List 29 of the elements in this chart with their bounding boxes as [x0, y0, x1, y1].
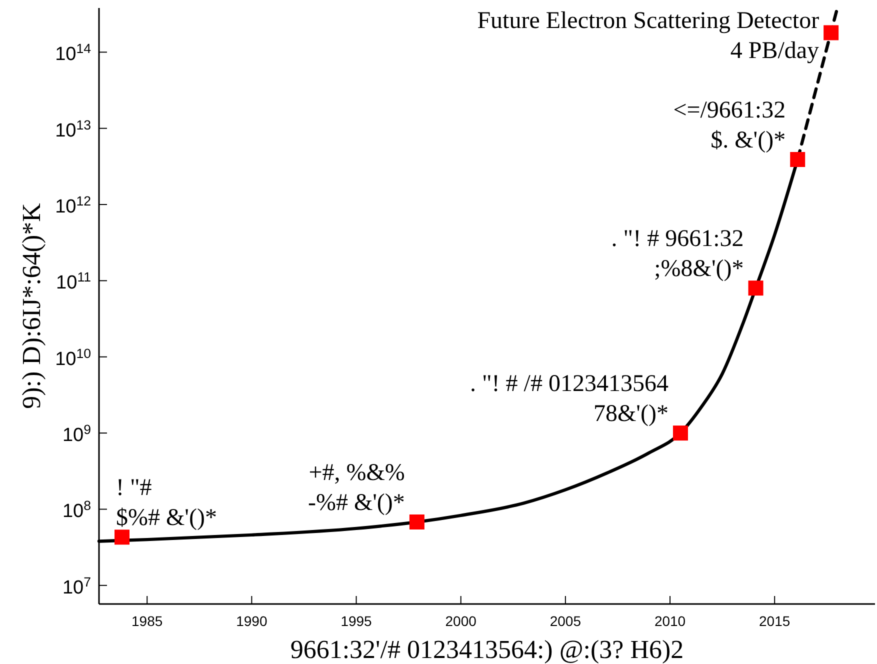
annotation: Future Electron Scattering Detector 4 PB/day — [477, 8, 820, 64]
point — [409, 514, 424, 530]
y-axis-title: 9):) D):6IJ*:64()*K — [17, 202, 46, 409]
x-tick-label: 2005 — [550, 613, 582, 629]
point — [114, 530, 130, 545]
annotation: <=/9661:32 $. &'()* — [673, 97, 786, 154]
y-tick-label: 10$^{14}$ — [55, 40, 91, 66]
y-tick-label: 10$^{13}$ — [55, 116, 91, 142]
point — [824, 25, 839, 40]
y-tick-label: 10$^{11}$ — [56, 269, 91, 294]
y-tick-label: 10$^{8}$ — [62, 498, 91, 522]
x-tick-label: 1990 — [236, 613, 268, 629]
y-tick-label: 10$^{10}$ — [55, 345, 91, 370]
x-tick-label: 1995 — [340, 613, 372, 629]
y-tick-label: 10$^{7}$ — [62, 574, 91, 598]
x-tick-label: 2010 — [654, 613, 686, 629]
point — [672, 426, 688, 441]
x-tick-label: 1985 — [132, 613, 163, 629]
y-tick-label: 10$^{12}$ — [55, 193, 91, 218]
x-axis-title: 9661:32'/# 0123413564:) @:(3? H6)2 — [290, 635, 684, 664]
annotation: . "! # /# 0123413564 78&'()* — [470, 371, 668, 428]
x-tick-label: 2015 — [759, 613, 790, 629]
point — [790, 152, 806, 167]
annotation: ! "# $%# &'()* — [116, 475, 217, 532]
point — [748, 280, 764, 296]
y-tick-label: 10$^{9}$ — [62, 422, 91, 446]
annotation: +#, %&% -%# &'()* — [308, 460, 405, 516]
x-tick-label: 2000 — [445, 613, 477, 629]
annotation: . "! # 9661:32 ;%8&'()* — [611, 226, 744, 282]
